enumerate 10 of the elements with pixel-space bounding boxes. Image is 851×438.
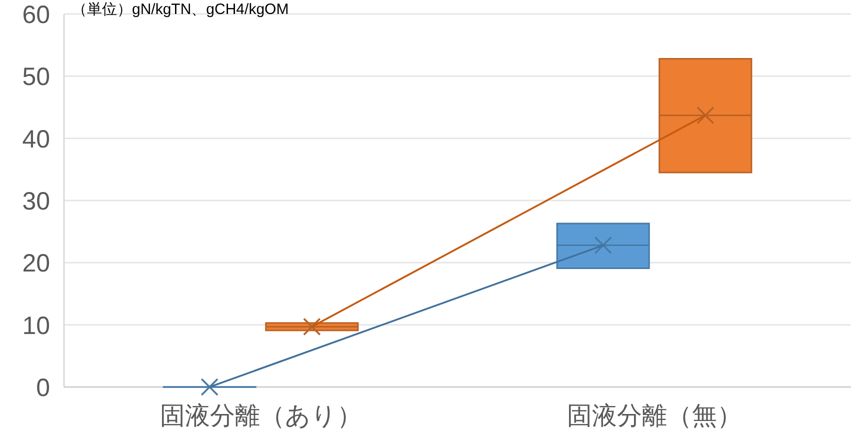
annotation: （単位）gN/kgTN、gCH4/kgOM (72, 1, 289, 18)
y-tick-label: 50 (22, 63, 50, 92)
y-tick-label: 40 (22, 125, 50, 154)
y-tick-label: 30 (22, 188, 50, 216)
x-tick-label: 固液分離（あり） (160, 402, 362, 430)
y-tick-label: 10 (22, 312, 50, 340)
y-tick-label: 60 (22, 1, 50, 29)
y-tick-label: 0 (36, 374, 50, 402)
y-tick-label: 20 (22, 250, 50, 278)
x-tick-label: 固液分離（無） (566, 402, 742, 430)
